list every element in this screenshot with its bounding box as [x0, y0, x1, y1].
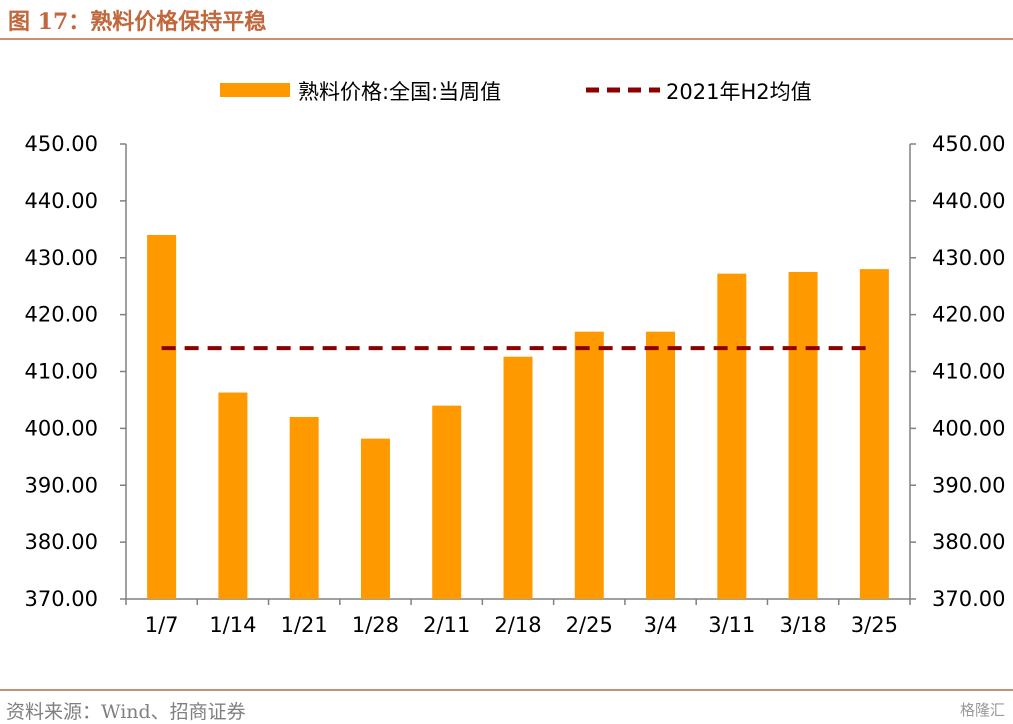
y-tick-label-left: 390.00: [25, 473, 98, 497]
x-tick-label: 1/7: [145, 613, 179, 637]
legend: 熟料价格:全国:当周值 2021年H2均值: [220, 80, 812, 104]
bar: [147, 235, 177, 599]
source-note: 资料来源：Wind、招商证券: [6, 701, 246, 723]
legend-swatch-bar: [220, 83, 290, 97]
x-tick-label: 2/11: [423, 613, 470, 637]
y-tick-label-right: 410.00: [932, 360, 1005, 384]
x-tick-label: 2/18: [494, 613, 541, 637]
axes: 370.00 370.00 380.00 380.00 390.00 390.00 400.…: [25, 132, 1006, 611]
y-tick-label-right: 370.00: [932, 587, 1005, 611]
bar: [289, 417, 319, 599]
y-tick-label-right: 450.00: [932, 132, 1005, 156]
x-tick-label: 3/11: [708, 613, 755, 637]
bar: [432, 405, 462, 599]
x-tick-label: 1/28: [352, 613, 399, 637]
y-tick-label-left: 400.00: [25, 416, 98, 440]
y-tick-label-left: 370.00: [25, 587, 98, 611]
x-tick-label: 2/25: [566, 613, 613, 637]
watermark-logo: 格隆汇: [959, 701, 1005, 719]
y-tick-label-left: 430.00: [25, 246, 98, 270]
bar: [788, 271, 818, 599]
bar: [503, 356, 533, 599]
y-tick-label-right: 440.00: [932, 189, 1005, 213]
bar: [574, 331, 604, 599]
x-tick-label: 3/4: [644, 613, 678, 637]
figure-title: 图 17：熟料价格保持平稳: [8, 9, 267, 35]
x-tick-label: 1/14: [209, 613, 256, 637]
x-tick-label: 3/25: [851, 613, 898, 637]
title-divider: [0, 38, 1013, 40]
y-tick-label-right: 400.00: [932, 416, 1005, 440]
source-divider: [0, 689, 1013, 691]
x-tick-label: 1/21: [281, 613, 328, 637]
bar: [360, 438, 390, 599]
bar: [717, 273, 747, 599]
y-tick-label-left: 410.00: [25, 360, 98, 384]
y-tick-label-right: 380.00: [932, 530, 1005, 554]
y-tick-label-right: 420.00: [932, 303, 1005, 327]
x-axis-labels: 1/7 1/14 1/21 1/28 2/11 2/18 2/25 3/4 3/11 3/18 3/…: [145, 613, 898, 637]
bar: [218, 392, 248, 599]
bar: [646, 331, 676, 599]
bar-chart: 熟料价格:全国:当周值 2021年H2均值 370.00 370.00 380.00…: [25, 80, 1006, 637]
y-tick-label-left: 380.00: [25, 530, 98, 554]
y-tick-label-left: 440.00: [25, 189, 98, 213]
legend-label-line: 2021年H2均值: [666, 80, 812, 104]
y-tick-label-left: 450.00: [25, 132, 98, 156]
x-tick-label: 3/18: [780, 613, 827, 637]
legend-label-bar: 熟料价格:全国:当周值: [298, 80, 501, 104]
y-tick-label-left: 420.00: [25, 303, 98, 327]
y-tick-label-right: 390.00: [932, 473, 1005, 497]
y-tick-label-right: 430.00: [932, 246, 1005, 270]
bar: [859, 269, 889, 599]
bar-series: [147, 235, 889, 599]
